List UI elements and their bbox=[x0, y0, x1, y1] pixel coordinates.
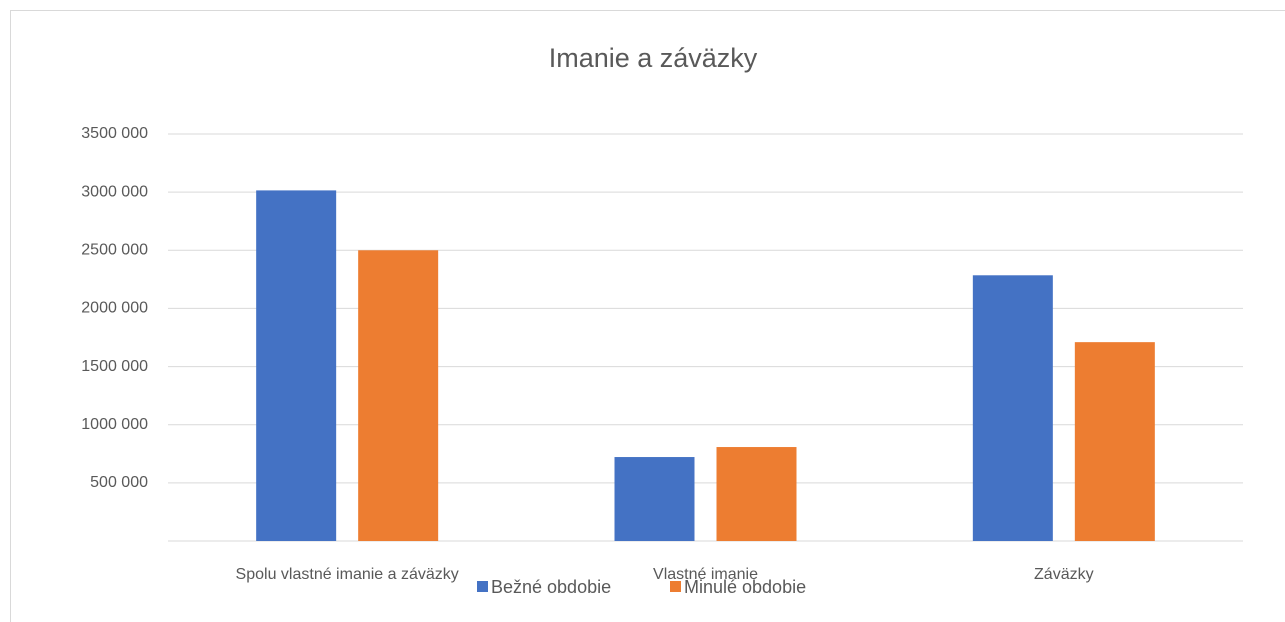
y-tick-label: 1500 000 bbox=[81, 358, 148, 375]
legend-swatch bbox=[477, 581, 488, 592]
bar bbox=[1074, 342, 1155, 541]
x-tick-label: Záväzky bbox=[1034, 566, 1094, 583]
bar bbox=[972, 275, 1053, 541]
bar bbox=[256, 190, 337, 542]
y-tick-label: 2500 000 bbox=[81, 242, 148, 259]
x-tick-label: Spolu vlastné imanie a záväzky bbox=[236, 566, 459, 583]
bar bbox=[614, 457, 695, 541]
chart-title: Imanie a záväzky bbox=[549, 43, 758, 73]
y-tick-label: 500 000 bbox=[90, 474, 148, 491]
y-tick-label: 2000 000 bbox=[81, 300, 148, 317]
bar bbox=[358, 250, 439, 542]
legend-swatch bbox=[670, 581, 681, 592]
y-tick-label: 3500 000 bbox=[81, 125, 148, 142]
chart-border bbox=[10, 10, 1285, 622]
legend-label: Bežné obdobie bbox=[491, 577, 611, 597]
y-tick-label: 3000 000 bbox=[81, 183, 148, 200]
y-tick-label: 1000 000 bbox=[81, 416, 148, 433]
x-tick-label: Vlastné imanie bbox=[653, 566, 758, 583]
bar bbox=[716, 447, 797, 541]
legend-label: Minulé obdobie bbox=[684, 577, 806, 597]
